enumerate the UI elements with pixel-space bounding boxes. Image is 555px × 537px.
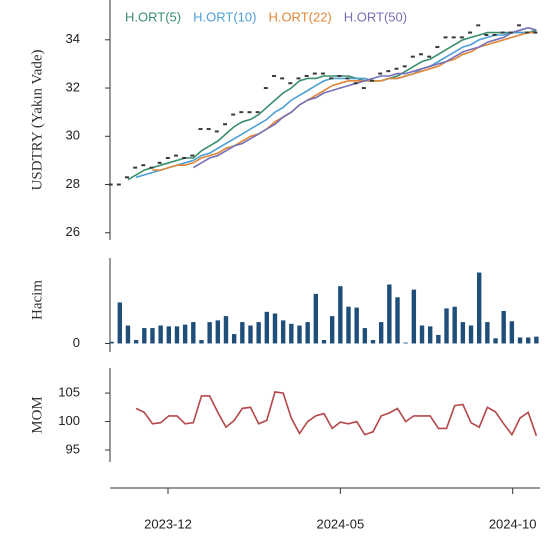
legend-entry: H.ORT(10) — [193, 9, 256, 24]
bar — [207, 322, 212, 344]
ma-line — [152, 31, 537, 171]
bar — [199, 340, 204, 344]
bar — [321, 340, 327, 344]
bar — [117, 302, 123, 344]
legend-entry: H.ORT(22) — [268, 9, 331, 24]
bar — [534, 336, 539, 344]
x-tick-label: 2024-10 — [489, 516, 537, 531]
bar — [403, 342, 408, 344]
ma-line — [192, 26, 537, 169]
bar — [411, 289, 417, 344]
bar — [493, 338, 498, 344]
bar — [125, 325, 131, 344]
mom-line — [135, 391, 538, 437]
bar — [387, 284, 392, 344]
bar — [485, 322, 490, 344]
y-tick-label: 100 — [58, 413, 80, 428]
y-tick-label: 32 — [66, 79, 80, 94]
bar — [150, 328, 155, 344]
bar — [338, 286, 343, 344]
bar — [329, 316, 335, 344]
bar — [501, 310, 506, 344]
legend-entry: H.ORT(5) — [125, 9, 181, 24]
bar — [272, 313, 278, 344]
bar — [509, 321, 515, 344]
bar — [444, 308, 449, 344]
y-axis-label: USDTRY (Yakın Vade) — [29, 50, 45, 191]
bar — [362, 328, 368, 344]
bar — [191, 322, 196, 344]
bar — [370, 340, 376, 344]
bar — [280, 320, 286, 344]
bar — [436, 334, 441, 344]
legend-entry: H.ORT(50) — [344, 9, 407, 24]
y-axis-label: MOM — [29, 396, 45, 434]
bar — [297, 325, 302, 344]
y-tick-label: 34 — [66, 31, 80, 46]
y-tick-label: 95 — [66, 441, 80, 456]
x-tick-label: 2024-05 — [316, 516, 364, 531]
bar — [452, 306, 457, 344]
bar — [133, 340, 139, 344]
y-axis-label: Hacim — [29, 280, 45, 320]
bar — [378, 322, 384, 344]
ma-line — [135, 31, 537, 179]
bar — [305, 322, 310, 344]
bar — [231, 334, 237, 344]
bar — [264, 311, 270, 344]
bar — [468, 325, 474, 344]
y-tick-label: 30 — [66, 128, 80, 143]
bar — [517, 337, 523, 344]
bar — [395, 297, 400, 344]
bar — [166, 326, 172, 344]
bar — [256, 322, 261, 344]
bar — [174, 326, 180, 344]
bar — [240, 322, 245, 344]
bar — [476, 272, 482, 344]
bar — [289, 323, 294, 344]
bar — [182, 324, 188, 344]
bar — [427, 326, 433, 344]
bar — [525, 337, 531, 344]
y-tick-label: 28 — [66, 176, 80, 191]
y-tick-label: 26 — [66, 224, 80, 239]
bar — [354, 307, 359, 344]
x-tick-label: 2023-12 — [144, 516, 192, 531]
bar — [248, 325, 253, 344]
bar — [419, 325, 425, 344]
bar — [142, 328, 147, 344]
ma-line — [127, 29, 537, 181]
y-tick-label: 0 — [73, 335, 80, 350]
bar — [346, 306, 351, 344]
bar — [109, 341, 114, 344]
bar — [215, 320, 221, 344]
bar — [158, 325, 163, 344]
bar — [313, 293, 319, 344]
bar — [460, 322, 466, 344]
y-tick-label: 105 — [58, 385, 80, 400]
bar — [223, 316, 229, 344]
